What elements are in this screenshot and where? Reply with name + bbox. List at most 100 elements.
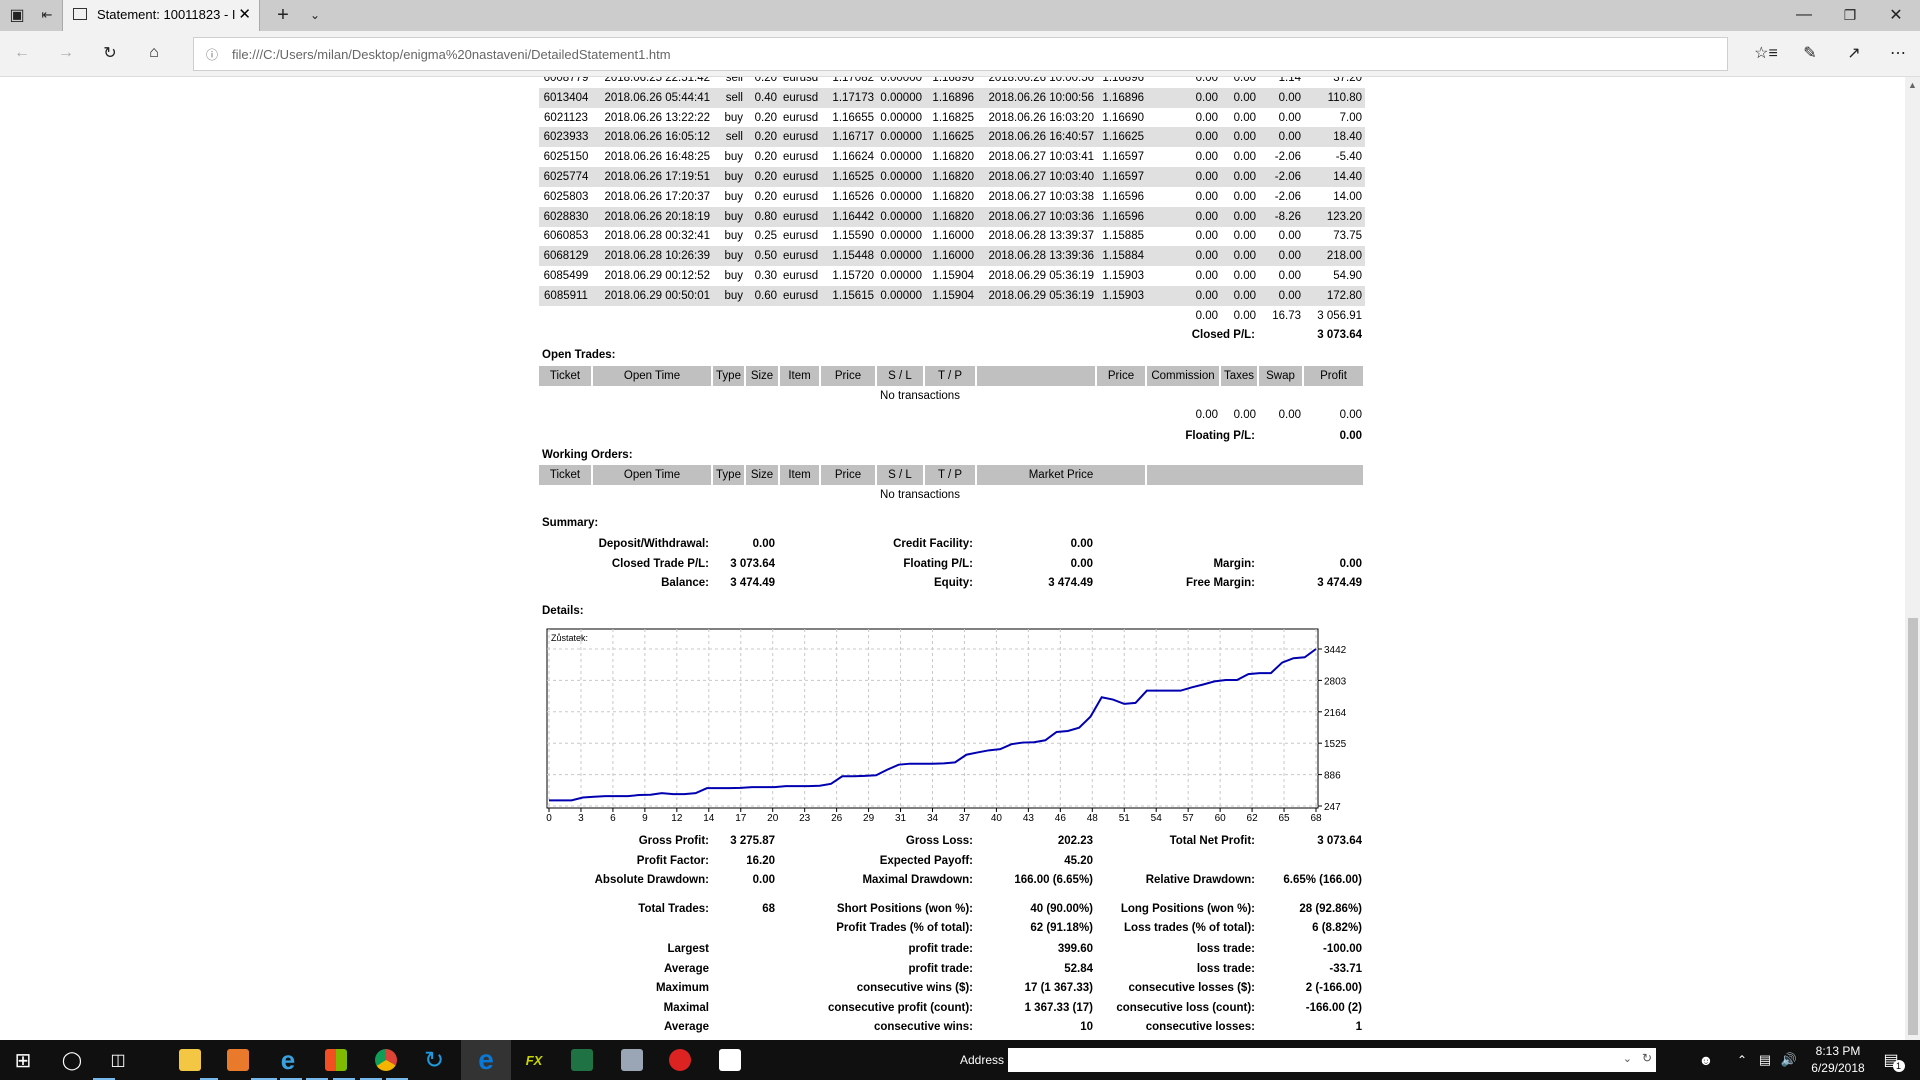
refresh-icon[interactable]: ↻ bbox=[1641, 1051, 1652, 1065]
table-cell: 0.00 bbox=[1233, 131, 1256, 144]
table-cell: 18.40 bbox=[1333, 131, 1362, 144]
table-cell: 2018.06.26 10:00:56 bbox=[988, 77, 1094, 84]
fx-app-icon[interactable]: FX bbox=[525, 1052, 543, 1068]
table-cell: 1.16896 bbox=[1102, 91, 1144, 104]
p-app-icon[interactable] bbox=[658, 1040, 702, 1080]
table-cell: -2.06 bbox=[1274, 151, 1301, 164]
table-cell: 6013404 bbox=[543, 91, 589, 104]
more-icon[interactable]: ⋯ bbox=[1890, 45, 1906, 62]
share-icon[interactable]: ↗ bbox=[1847, 45, 1861, 62]
address-toolbar-input[interactable]: ⌄ ↻ bbox=[1008, 1048, 1656, 1072]
table-cell: 123.20 bbox=[1326, 210, 1362, 223]
table-cell: 0.00000 bbox=[880, 77, 922, 84]
stat-value: 2 (-166.00) bbox=[1305, 982, 1362, 994]
tab-manager-icon[interactable]: ▣ bbox=[9, 7, 25, 24]
closed-trade-row: 6025774 2018.06.26 17:19:51 buy 0.20 eurusd 1… bbox=[539, 167, 1365, 187]
closed-trade-row: 6028830 2018.06.26 20:18:19 buy 0.80 eurusd 1… bbox=[539, 206, 1365, 227]
stat-value: 52.84 bbox=[1064, 963, 1093, 975]
photos-icon[interactable] bbox=[708, 1040, 752, 1080]
web-note-icon[interactable]: ✎ bbox=[1803, 45, 1817, 62]
table-cell: 0.25 bbox=[754, 230, 777, 243]
table-cell: 0.00 bbox=[1233, 270, 1256, 282]
tab-title: Statement: 10011823 - I bbox=[97, 7, 236, 22]
table-cell: 2018.06.26 17:20:37 bbox=[604, 190, 710, 203]
task-view-icon[interactable]: ◫ bbox=[110, 1052, 126, 1069]
app-c-icon[interactable]: ↻ bbox=[423, 1046, 445, 1074]
set-aside-tabs-icon[interactable]: ⇤ bbox=[41, 7, 53, 22]
people-icon[interactable]: ☻ bbox=[1698, 1052, 1714, 1068]
open-total-value: 0.00 bbox=[1339, 409, 1362, 421]
edge-icon[interactable]: e bbox=[461, 1040, 511, 1080]
address-bar[interactable]: ⓘ file:///C:/Users/milan/Desktop/enigma%… bbox=[193, 37, 1728, 71]
column-header: T / P bbox=[925, 366, 977, 386]
stat-value: 62 (91.18%) bbox=[1030, 922, 1093, 934]
chevron-down-icon[interactable]: ⌄ bbox=[1622, 1053, 1632, 1065]
table-cell: eurusd bbox=[783, 250, 819, 263]
media-player-icon[interactable] bbox=[216, 1040, 260, 1080]
table-cell: eurusd bbox=[783, 210, 819, 223]
start-windows-icon[interactable]: ⊞ bbox=[14, 1049, 32, 1072]
tab-statement[interactable]: Statement: 10011823 - I ✕ bbox=[62, 0, 260, 31]
page-icon bbox=[73, 8, 87, 20]
x-tick-label: 51 bbox=[1119, 813, 1131, 824]
new-tab-icon[interactable]: + bbox=[277, 3, 289, 26]
table-cell: 1.16000 bbox=[932, 230, 974, 243]
favorites-hub-icon[interactable]: ☆≡ bbox=[1754, 45, 1778, 62]
table-cell: 0.00 bbox=[1195, 270, 1218, 282]
chevron-down-icon[interactable]: ⌄ bbox=[309, 8, 321, 22]
notification-center-icon[interactable]: ▤ 1 bbox=[1876, 1040, 1912, 1080]
network-icon[interactable]: ▤ bbox=[1758, 1052, 1772, 1067]
file-explorer-icon[interactable] bbox=[168, 1040, 212, 1080]
stat-label: Gross Loss: bbox=[905, 835, 973, 847]
restore-icon[interactable]: ❐ bbox=[1843, 6, 1857, 23]
table-cell: buy bbox=[724, 190, 743, 203]
table-cell: 0.00 bbox=[1278, 91, 1301, 104]
table-cell: 1.15615 bbox=[832, 289, 874, 302]
table-cell: 0.20 bbox=[754, 190, 777, 203]
refresh-icon[interactable]: ↻ bbox=[103, 45, 117, 62]
scroll-up-icon[interactable]: ▲ bbox=[1908, 80, 1917, 90]
url-text: file:///C:/Users/milan/Desktop/enigma%20… bbox=[232, 47, 671, 62]
stat-value: 399.60 bbox=[1057, 943, 1093, 955]
stat-value: 1 bbox=[1355, 1021, 1362, 1033]
table-cell: eurusd bbox=[783, 270, 819, 282]
forward-icon[interactable]: → bbox=[58, 44, 74, 61]
back-icon[interactable]: ← bbox=[14, 44, 30, 61]
table-cell: buy bbox=[724, 270, 743, 282]
table-cell: 0.00000 bbox=[880, 131, 922, 144]
metatrader-icon[interactable] bbox=[610, 1040, 654, 1080]
table-cell: 1.16000 bbox=[932, 250, 974, 263]
column-header: Item bbox=[780, 366, 821, 386]
show-hidden-icons-chevron-icon[interactable]: ⌃ bbox=[1736, 1053, 1748, 1067]
stat-label: Largest bbox=[667, 943, 709, 955]
column-header: Market Price bbox=[977, 465, 1147, 485]
table-cell: 2018.06.28 00:32:41 bbox=[604, 230, 710, 243]
table-cell: 0.00 bbox=[1233, 111, 1256, 124]
internet-explorer-icon[interactable]: e bbox=[280, 1044, 296, 1075]
minimize-icon[interactable]: — bbox=[1796, 6, 1812, 23]
summary-value: 3 474.49 bbox=[1317, 577, 1362, 589]
balance-chart: 247 886 1525 2164 2803 3442 0 3 6 9 12 14 17 20 23 26 29… bbox=[546, 628, 1347, 824]
table-cell: 1.16596 bbox=[1102, 190, 1144, 203]
search-cortana-icon[interactable]: ◯ bbox=[61, 1049, 83, 1070]
close-window-icon[interactable]: ✕ bbox=[1889, 7, 1903, 24]
store-icon[interactable] bbox=[314, 1040, 358, 1080]
volume-icon[interactable]: 🔊 bbox=[1780, 1052, 1798, 1067]
closed-trade-row: 6068129 2018.06.28 10:26:39 buy 0.50 eurusd 1… bbox=[539, 246, 1365, 267]
excel-icon[interactable] bbox=[560, 1040, 604, 1080]
home-icon[interactable]: ⌂ bbox=[149, 44, 159, 61]
table-cell: sell bbox=[725, 131, 743, 144]
stat-label: Long Positions (won %): bbox=[1120, 903, 1255, 915]
running-indicator bbox=[333, 1078, 355, 1080]
scrollbar-thumb[interactable] bbox=[1908, 618, 1918, 1035]
clock[interactable]: 8:13 PM 6/29/2018 bbox=[1806, 1043, 1870, 1077]
close-tab-icon[interactable]: ✕ bbox=[238, 6, 251, 23]
stat-label: Average bbox=[664, 1021, 709, 1033]
y-tick-label: 3442 bbox=[1324, 645, 1347, 656]
closed-trade-row: 6021123 2018.06.26 13:22:22 buy 0.20 eurusd 1… bbox=[539, 108, 1365, 128]
chrome-icon[interactable] bbox=[364, 1040, 408, 1080]
closed-trade-row: 6008779 2018.06.25 22:51:42 sell 0.20 eurusd… bbox=[539, 77, 1365, 88]
no-transactions-text: No transactions bbox=[880, 390, 960, 402]
x-tick-label: 37 bbox=[959, 813, 971, 824]
table-cell: 0.00 bbox=[1195, 230, 1218, 243]
